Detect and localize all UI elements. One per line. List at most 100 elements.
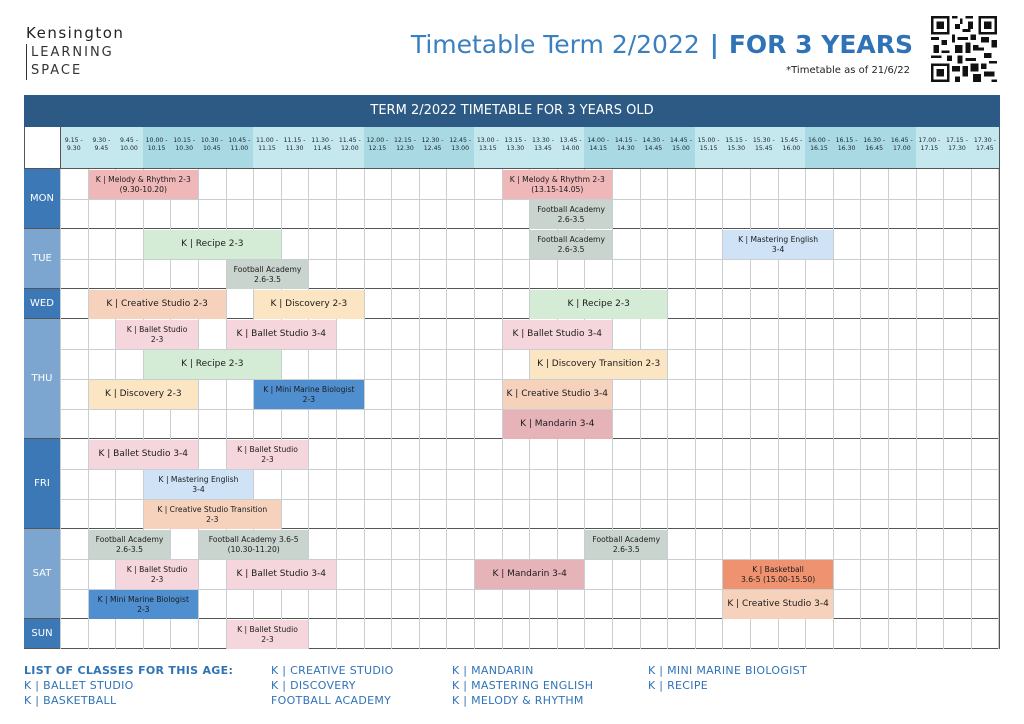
grid-line <box>667 169 669 649</box>
legend-item: FOOTBALL ACADEMY <box>271 694 392 707</box>
day-divider <box>24 618 999 619</box>
grid-line <box>639 169 641 649</box>
time-slot-header: 14.30 -14.45 <box>639 127 668 169</box>
grid-line <box>584 169 586 649</box>
grid-line <box>225 169 227 649</box>
brand-logo: Kensington LEARNING SPACE <box>26 24 124 80</box>
class-block: Football Academy 2.6-3.5 <box>585 530 668 559</box>
day-label-mon: MON <box>24 169 60 229</box>
grid-line <box>198 169 199 649</box>
time-slot-header: 13.00 -13.15 <box>474 127 502 169</box>
class-block: K | Recipe 2-3 <box>143 350 281 379</box>
grid-line <box>308 169 310 649</box>
grid-line <box>363 169 365 649</box>
time-slot-header: 16.00 -16.15 <box>805 127 833 169</box>
grid-line <box>418 169 420 649</box>
day-label-sat: SAT <box>24 529 60 619</box>
grid-line <box>474 169 475 649</box>
grid-line <box>943 169 945 649</box>
time-slot-header: 10.30 -10.45 <box>198 127 226 169</box>
grid-line <box>832 169 834 649</box>
time-slot-header: 10.45 -11.00 <box>225 127 254 169</box>
time-slot-header: 10.15 -10.30 <box>170 127 198 169</box>
class-block: K | Melody & Rhythm 2-3 (13.15-14.05) <box>502 170 612 199</box>
timetable-date-note: *Timetable as of 21/6/22 <box>786 65 910 76</box>
legend-item: K | MASTERING ENGLISH <box>452 679 594 692</box>
class-block: K | Ballet Studio 3-4 <box>226 320 336 349</box>
legend-item: K | MINI MARINE BIOLOGIST <box>648 664 808 677</box>
grid-line <box>60 127 61 169</box>
class-block: K | Creative Studio Transition 2-3 <box>143 500 281 529</box>
class-block: Football Academy 2.6-3.5 <box>226 260 309 289</box>
timetable-banner: TERM 2/2022 TIMETABLE FOR 3 YEARS OLD <box>24 95 1000 127</box>
header-divider <box>24 168 999 169</box>
day-label-tue: TUE <box>24 229 60 289</box>
class-block: K | Mastering English 3-4 <box>723 230 833 259</box>
time-slot-header: 12.00 -12.15 <box>363 127 392 169</box>
legend-column-1: LIST OF CLASSES FOR THIS AGE: K | BALLET… <box>24 663 233 708</box>
day-label-wed: WED <box>24 289 60 319</box>
grid-line <box>888 169 889 649</box>
class-block: K | Ballet Studio 2-3 <box>226 440 309 469</box>
grid-line <box>970 169 972 649</box>
grid-line <box>142 169 144 649</box>
time-slot-header: 15.00 -15.15 <box>694 127 723 169</box>
legend-column-4: K | MINI MARINE BIOLOGIST K | RECIPE <box>648 663 807 693</box>
legend-item: K | MANDARIN <box>452 664 534 677</box>
grid-line <box>60 169 61 649</box>
class-block: K | Creative Studio 2-3 <box>88 290 226 319</box>
class-block: K | Recipe 2-3 <box>530 290 668 319</box>
class-block: K | Discovery 2-3 <box>254 290 364 319</box>
grid-line <box>915 169 917 649</box>
class-block: K | Ballet Studio 3-4 <box>502 320 612 349</box>
grid-line <box>998 169 1000 649</box>
brand-sub: LEARNING SPACE <box>26 44 124 80</box>
legend-column-3: K | MANDARIN K | MASTERING ENGLISH K | M… <box>452 663 593 708</box>
class-block: K | Discovery 2-3 <box>88 380 198 409</box>
time-slot-header: 13.45 -14.00 <box>556 127 585 169</box>
grid-line <box>694 169 696 649</box>
class-block: K | Melody & Rhythm 2-3 (9.30-10.20) <box>88 170 198 199</box>
legend-heading: LIST OF CLASSES FOR THIS AGE: <box>24 664 234 677</box>
class-block: K | Mandarin 3-4 <box>502 410 612 439</box>
time-slot-header: 15.15 -15.30 <box>722 127 750 169</box>
grid-line <box>253 169 255 649</box>
legend-item: K | MELODY & RHYTHM <box>452 694 584 707</box>
day-divider <box>24 648 999 649</box>
grid-line <box>805 169 807 649</box>
time-slot-header: 16.45 -17.00 <box>888 127 916 169</box>
grid-line <box>115 169 117 649</box>
brand-line-1: Kensington <box>26 24 125 42</box>
grid-line <box>529 169 531 649</box>
time-slot-header: 12.45 -13.00 <box>446 127 474 169</box>
time-slot-header: 9.30 -9.45 <box>87 127 116 169</box>
brand-line-2: LEARNING <box>31 45 114 60</box>
time-slot-header: 13.30 -13.45 <box>529 127 557 169</box>
day-label-fri: FRI <box>24 439 60 529</box>
time-slot-header: 15.45 -16.00 <box>777 127 806 169</box>
class-block: Football Academy 2.6-3.5 <box>530 230 612 259</box>
legend-item: K | BASKETBALL <box>24 694 117 707</box>
legend-column-2: K | CREATIVE STUDIO K | DISCOVERY FOOTBA… <box>271 663 394 708</box>
legend-item: K | BALLET STUDIO <box>24 679 134 692</box>
class-block: Football Academy 3.6-5 (10.30-11.20) <box>199 530 309 559</box>
class-block: K | Ballet Studio 3-4 <box>226 560 336 589</box>
class-block: K | Mini Marine Biologist 2-3 <box>254 380 364 409</box>
class-block: K | Basketball 3.6-5 (15.00-15.50) <box>723 560 833 589</box>
grid-line <box>280 169 282 649</box>
page-title: Timetable Term 2/2022 | FOR 3 YEARS <box>411 30 913 59</box>
time-slot-header: 12.15 -12.30 <box>391 127 419 169</box>
time-slot-header: 16.15 -16.30 <box>832 127 861 169</box>
class-block: K | Creative Studio 3-4 <box>723 590 833 619</box>
time-slot-header: 17.00 -17.15 <box>915 127 944 169</box>
time-slot-header: 9.45 -10.00 <box>115 127 143 169</box>
class-block: Football Academy 2.6-3.5 <box>530 200 612 229</box>
day-label-sun: SUN <box>24 619 60 649</box>
time-slot-header: 11.15 -11.30 <box>280 127 309 169</box>
class-block: K | Ballet Studio 2-3 <box>226 620 309 649</box>
class-block: Football Academy 2.6-3.5 <box>88 530 171 559</box>
qr-code-icon <box>931 16 997 82</box>
day-label-thu: THU <box>24 319 60 439</box>
grid-line <box>391 169 393 649</box>
time-slot-header: 17.15 -17.30 <box>943 127 971 169</box>
